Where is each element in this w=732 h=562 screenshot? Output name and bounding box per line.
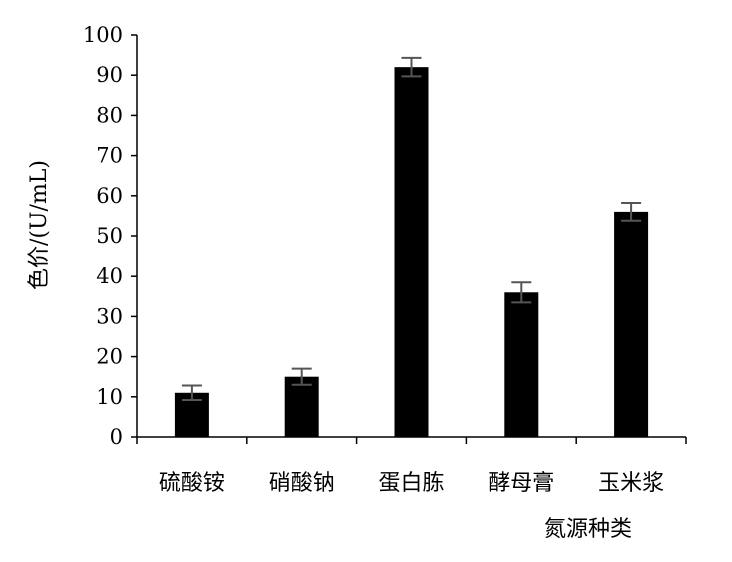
y-tick-label: 80 xyxy=(96,103,123,127)
x-category-label: 酵母膏 xyxy=(488,471,554,496)
x-category-label: 硫酸铵 xyxy=(159,471,225,496)
y-axis-title: 色价/(U/mL) xyxy=(27,160,52,290)
y-tick-label: 40 xyxy=(96,264,123,288)
axes xyxy=(131,34,687,444)
y-tick-label: 20 xyxy=(96,345,123,369)
bar-3 xyxy=(394,67,429,437)
x-category-label: 硝酸钠 xyxy=(269,471,335,496)
y-tick-label: 50 xyxy=(96,224,123,248)
bar-5 xyxy=(614,211,649,437)
x-category-label: 玉米浆 xyxy=(598,471,664,496)
y-tick-label: 70 xyxy=(96,144,123,168)
bar-2 xyxy=(284,376,319,437)
x-category-label: 蛋白胨 xyxy=(378,471,444,496)
x-axis-title: 氮源种类 xyxy=(544,517,632,542)
y-tick-label: 60 xyxy=(96,184,123,208)
y-tick-label: 90 xyxy=(96,63,123,87)
y-tick-label: 0 xyxy=(110,425,123,449)
error-bars xyxy=(181,56,642,402)
bars xyxy=(174,67,649,437)
labels: 0 10 20 30 40 50 60 70 80 90 100 硫酸铵 硝酸钠 蛋白胨 酵母膏 玉米浆 xyxy=(83,23,664,496)
y-tick-label: 100 xyxy=(83,23,123,47)
bar-4 xyxy=(504,292,539,437)
y-tick-label: 30 xyxy=(96,304,123,328)
y-tick-label: 10 xyxy=(96,385,123,409)
